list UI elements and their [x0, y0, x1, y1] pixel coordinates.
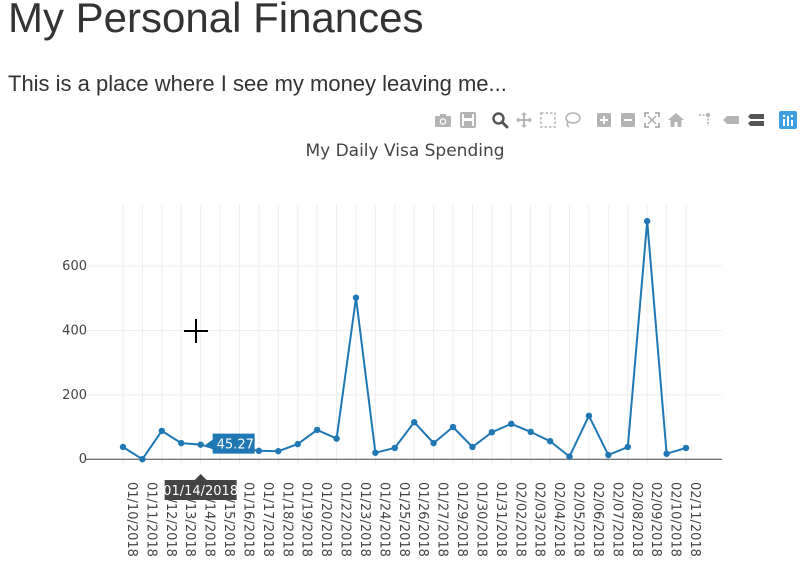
- x-tick-label: 01/29/2018: [454, 482, 469, 557]
- y-tick-label: 0: [79, 452, 87, 467]
- x-tick-label: 02/07/2018: [609, 482, 624, 557]
- camera-icon[interactable]: [434, 111, 452, 129]
- x-tick-label: 01/25/2018: [396, 482, 411, 557]
- data-point[interactable]: [391, 444, 398, 452]
- hover-x-box: [164, 474, 237, 500]
- zoom-icon[interactable]: [491, 111, 509, 129]
- x-tick-label: 01/17/2018: [260, 482, 275, 557]
- data-point[interactable]: [275, 447, 282, 455]
- plotly-logo-icon[interactable]: [779, 111, 797, 129]
- page-title: My Personal Finances: [8, 0, 424, 41]
- chart[interactable]: My Daily Visa Spending 0 200 400 600 01/10/…: [0, 138, 805, 570]
- x-tick-label: 01/26/2018: [415, 482, 430, 557]
- x-tick-label: 02/08/2018: [629, 482, 644, 557]
- data-point[interactable]: [527, 428, 534, 436]
- x-tick-label: 02/02/2018: [512, 482, 527, 557]
- data-point[interactable]: [139, 456, 146, 463]
- hover-compare-icon[interactable]: [747, 111, 765, 129]
- x-tick-label: 02/11/2018: [687, 482, 702, 557]
- chart-title: My Daily Visa Spending: [305, 141, 504, 161]
- data-point[interactable]: [255, 447, 263, 455]
- lasso-select-icon[interactable]: [563, 111, 581, 129]
- data-point[interactable]: [352, 294, 360, 301]
- data-point[interactable]: [372, 449, 379, 456]
- zoom-out-icon[interactable]: [619, 111, 637, 129]
- save-icon[interactable]: [459, 111, 477, 129]
- data-point[interactable]: [643, 217, 651, 225]
- data-point[interactable]: [624, 443, 631, 451]
- y-tick-label: 200: [62, 388, 87, 403]
- series-line[interactable]: [122, 221, 687, 461]
- x-tick-label: 01/16/2018: [240, 482, 255, 557]
- x-tick-label: 01/22/2018: [338, 482, 353, 557]
- hover-layer: 45.27 01/14/2018: [163, 433, 255, 500]
- data-point[interactable]: [488, 428, 496, 436]
- x-tick-label: 01/13/2018: [182, 482, 197, 557]
- data-point[interactable]: [294, 440, 301, 448]
- x-tick-label: 02/10/2018: [668, 482, 683, 557]
- data-point[interactable]: [682, 444, 690, 452]
- box-select-icon[interactable]: [539, 111, 557, 129]
- x-tick-label: 01/10/2018: [124, 482, 139, 557]
- data-point[interactable]: [313, 426, 321, 434]
- data-point[interactable]: [566, 453, 573, 460]
- x-tick-label: 01/23/2018: [357, 482, 372, 557]
- x-tick-label: 01/15/2018: [221, 482, 236, 557]
- hover-x-text: 01/14/2018: [163, 484, 238, 499]
- x-tick-label: 01/12/2018: [163, 482, 178, 557]
- data-point[interactable]: [546, 437, 554, 445]
- y-gridlines: [85, 265, 722, 396]
- x-tick-label: 01/14/2018: [202, 482, 217, 557]
- autoscale-icon[interactable]: [643, 111, 661, 129]
- data-point[interactable]: [430, 439, 437, 447]
- x-tick-label: 01/27/2018: [435, 482, 450, 557]
- y-tick-label: 400: [62, 323, 87, 338]
- data-point[interactable]: [411, 419, 418, 426]
- data-point[interactable]: [585, 412, 593, 419]
- zoom-in-icon[interactable]: [595, 111, 613, 129]
- x-tick-label: 01/19/2018: [299, 482, 314, 557]
- x-tick-label: 01/18/2018: [279, 482, 294, 557]
- data-point[interactable]: [119, 443, 127, 451]
- data-point[interactable]: [663, 450, 670, 457]
- y-tick-label: 600: [62, 259, 87, 274]
- modebar: [0, 0, 805, 140]
- hover-value-box: [205, 433, 255, 454]
- data-point[interactable]: [469, 443, 476, 451]
- data-point[interactable]: [605, 451, 612, 459]
- x-tick-label: 02/09/2018: [648, 482, 663, 557]
- page-subtitle: This is a place where I see my money lea…: [8, 71, 507, 96]
- data-point[interactable]: [449, 423, 457, 431]
- hover-value-text: 45.27: [217, 438, 254, 453]
- y-tick-labels: 0 200 400 600: [62, 259, 87, 467]
- toggle-spike-lines-icon[interactable]: [697, 111, 715, 129]
- data-point[interactable]: [158, 427, 166, 435]
- reset-axes-icon[interactable]: [667, 111, 685, 129]
- x-tick-label: 02/05/2018: [571, 482, 586, 557]
- hover-value-label: 45.27: [205, 433, 255, 454]
- x-tick-label: 01/20/2018: [318, 482, 333, 557]
- data-point[interactable]: [508, 420, 515, 428]
- x-tick-label: 02/06/2018: [590, 482, 605, 557]
- data-point[interactable]: [333, 435, 340, 442]
- hover-closest-icon[interactable]: [722, 111, 740, 129]
- x-tick-label: 02/03/2018: [532, 482, 547, 557]
- data-point[interactable]: [197, 441, 204, 448]
- pan-icon[interactable]: [515, 111, 533, 129]
- crosshair-cursor-icon: [184, 319, 208, 343]
- series-points[interactable]: [119, 217, 690, 463]
- hover-x-label: 01/14/2018: [163, 474, 238, 500]
- x-gridlines: [122, 205, 687, 465]
- data-point[interactable]: [178, 439, 185, 447]
- x-tick-labels: 01/10/2018 01/11/2018 01/12/2018 01/13/2018…: [124, 482, 702, 557]
- x-tick-label: 01/11/2018: [143, 482, 158, 557]
- x-tick-label: 02/04/2018: [551, 482, 566, 557]
- x-tick-label: 01/30/2018: [473, 482, 488, 557]
- x-tick-label: 01/24/2018: [376, 482, 391, 557]
- x-tick-label: 01/31/2018: [493, 482, 508, 557]
